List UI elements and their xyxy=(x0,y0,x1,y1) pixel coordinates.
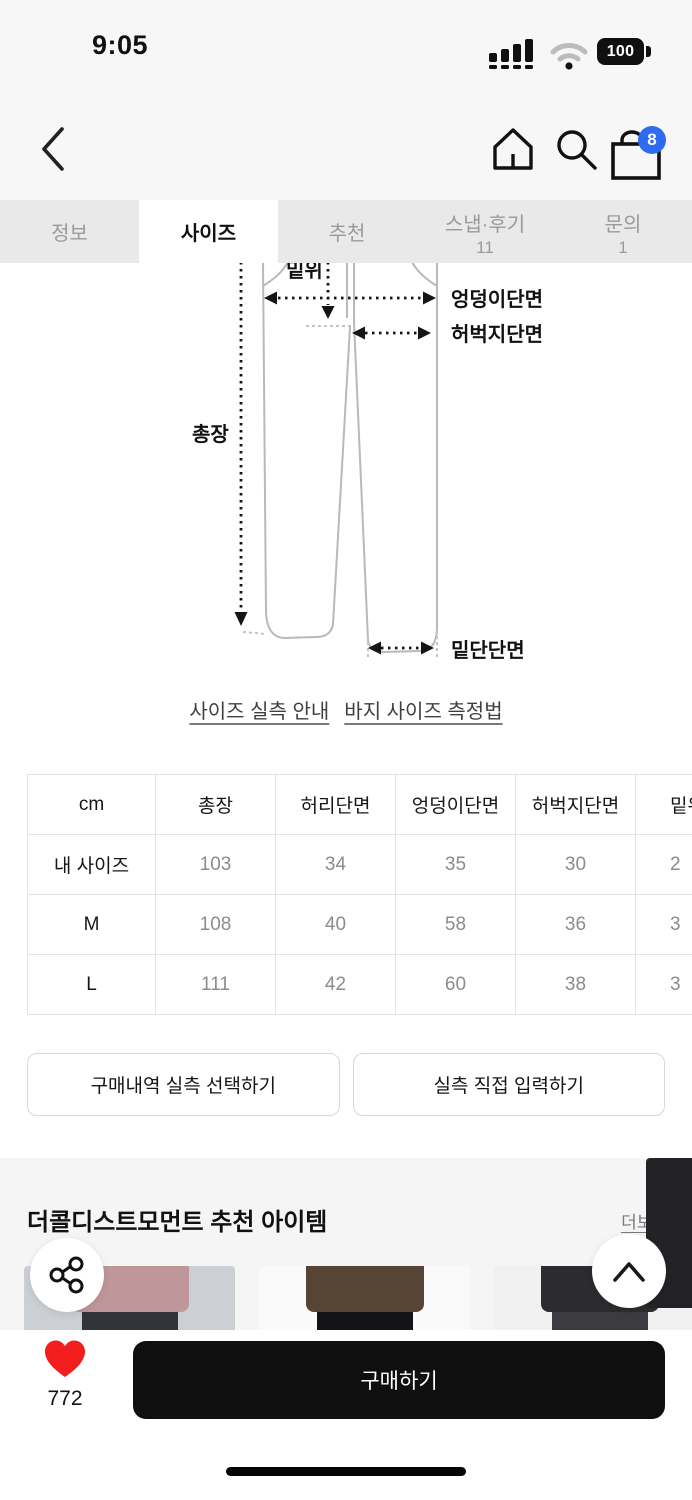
cell: 103 xyxy=(155,834,276,895)
cell: 30 xyxy=(515,834,636,895)
table-row: 내 사이즈 103 34 35 30 2 xyxy=(27,834,692,895)
recommend-section: 더콜디스트모먼트 추천 아이템 더보기 xyxy=(0,1158,692,1330)
table-row: L 111 42 60 38 3 xyxy=(27,954,692,1015)
cell: 111 xyxy=(155,954,276,1015)
heart-icon xyxy=(45,1340,85,1377)
buy-button[interactable]: 구매하기 xyxy=(133,1341,665,1419)
tab-inquiry-label: 문의 xyxy=(604,213,642,236)
like-count: 772 xyxy=(47,1387,83,1410)
table-header-row: cm 총장 허리단면 엉덩이단면 허벅지단면 밑위 xyxy=(27,774,692,835)
cell: 3 xyxy=(635,894,692,955)
col-header-cm: cm xyxy=(27,774,156,835)
battery-icon: 100 xyxy=(597,38,644,65)
like-button[interactable]: 772 xyxy=(30,1340,100,1411)
diagram-label-hip: 엉덩이단면 xyxy=(451,288,543,311)
cellular-signal-icon xyxy=(489,39,533,69)
pants-right-leg xyxy=(367,262,438,654)
cell: 35 xyxy=(395,834,516,895)
cell: 34 xyxy=(275,834,396,895)
col-header-rise: 밑위 xyxy=(635,774,692,835)
pants-right-pocket xyxy=(411,262,438,287)
cell: 38 xyxy=(515,954,636,1015)
col-header-length: 총장 xyxy=(155,774,276,835)
tab-inquiry[interactable]: 문의 1 xyxy=(554,200,692,263)
tab-reviews[interactable]: 스냅·후기 11 xyxy=(416,200,554,263)
table-row: M 108 40 58 36 3 xyxy=(27,894,692,955)
select-from-history-button[interactable]: 구매내역 실측 선택하기 xyxy=(27,1053,340,1116)
cell: 36 xyxy=(515,894,636,955)
cell: 2 xyxy=(635,834,692,895)
pants-measure-guide-link[interactable]: 바지 사이즈 측정법 xyxy=(344,701,503,723)
tab-recommend[interactable]: 추천 xyxy=(278,200,416,263)
pants-right-inner xyxy=(353,262,369,641)
pants-left-leg xyxy=(262,262,351,640)
col-header-waist: 허리단면 xyxy=(275,774,396,835)
cell: 108 xyxy=(155,894,276,955)
cell: 58 xyxy=(395,894,516,955)
home-indicator[interactable] xyxy=(226,1467,466,1476)
share-icon xyxy=(49,1256,84,1294)
guide-links: 사이즈 실측 안내 바지 사이즈 측정법 xyxy=(0,695,692,724)
chevron-up-icon xyxy=(613,1262,645,1282)
row-label-my-size: 내 사이즈 xyxy=(27,834,156,895)
recommend-title: 더콜디스트모먼트 추천 아이템 xyxy=(27,1209,328,1236)
product-photo xyxy=(305,1266,424,1312)
tab-reviews-label: 스냅·후기 xyxy=(444,213,526,236)
tab-reviews-count: 11 xyxy=(476,237,494,257)
pants-left-pocket xyxy=(262,262,289,287)
status-time: 9:05 xyxy=(92,30,149,60)
tab-bar: 정보 사이즈 추천 스냅·후기 11 문의 1 xyxy=(0,200,692,263)
cell: 42 xyxy=(275,954,396,1015)
battery-nub xyxy=(646,46,651,57)
scroll-to-top-button[interactable] xyxy=(592,1234,666,1308)
header: 9:05 100 xyxy=(0,0,692,200)
diagram-label-hem: 밑단단면 xyxy=(451,639,525,662)
row-label-l: L xyxy=(27,954,156,1015)
measure-actions: 구매내역 실측 선택하기 실측 직접 입력하기 xyxy=(27,1053,665,1116)
share-button[interactable] xyxy=(30,1238,104,1312)
cell: 3 xyxy=(635,954,692,1015)
home-button[interactable] xyxy=(490,126,536,172)
size-table-container: cm 총장 허리단면 엉덩이단면 허벅지단면 밑위 내 사이즈 103 34 3… xyxy=(27,774,692,1015)
size-measure-guide-link[interactable]: 사이즈 실측 안내 xyxy=(189,701,330,723)
tab-recommend-label: 추천 xyxy=(328,223,366,245)
input-directly-button[interactable]: 실측 직접 입력하기 xyxy=(352,1053,665,1116)
search-button[interactable] xyxy=(553,126,599,172)
product-card[interactable] xyxy=(259,1266,470,1330)
size-table: cm 총장 허리단면 엉덩이단면 허벅지단면 밑위 내 사이즈 103 34 3… xyxy=(27,774,692,1015)
diagram-label-thigh: 허벅지단면 xyxy=(451,323,543,346)
diagram-label-rise: 밑위 xyxy=(286,262,323,282)
tab-info[interactable]: 정보 xyxy=(0,200,139,263)
tab-inquiry-count: 1 xyxy=(618,237,628,257)
back-button[interactable] xyxy=(38,125,68,173)
tab-size-label: 사이즈 xyxy=(180,223,237,245)
tab-info-label: 정보 xyxy=(51,223,88,245)
wifi-icon xyxy=(550,43,588,70)
diagram-label-length: 총장 xyxy=(192,423,229,446)
tab-size[interactable]: 사이즈 xyxy=(139,200,278,263)
col-header-hip: 엉덩이단면 xyxy=(395,774,516,835)
size-diagram: 밑위 엉덩이단면 허벅지단면 총장 밑단단면 xyxy=(192,262,543,662)
row-label-m: M xyxy=(27,894,156,955)
cell: 40 xyxy=(275,894,396,955)
cart-badge: 8 xyxy=(638,126,666,154)
col-header-thigh: 허벅지단면 xyxy=(515,774,636,835)
bottom-bar: 772 구매하기 xyxy=(0,1330,692,1500)
cell: 60 xyxy=(395,954,516,1015)
